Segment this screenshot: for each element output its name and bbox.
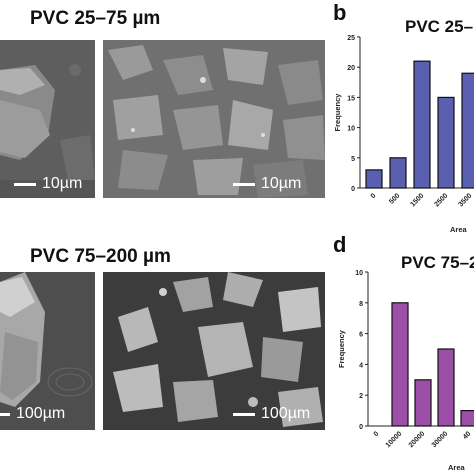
bar-1500	[413, 60, 431, 189]
y-tick-label: 10	[347, 126, 355, 133]
y-tick-label: 4	[359, 362, 363, 369]
y-tick-label: 25	[347, 35, 355, 42]
scale-label: 100µm	[261, 405, 311, 422]
x-tick-label: 10000	[385, 430, 404, 449]
sem-image-top-left: 10µm	[0, 40, 95, 198]
y-tick-label: 0	[359, 424, 363, 431]
x-tick-label: 0	[370, 192, 378, 200]
top-panel-title: PVC 25–75 µm	[30, 8, 161, 29]
x-axis-label: Area	[448, 463, 466, 472]
y-axis-label: Frequency	[337, 329, 346, 368]
x-tick-label: 3500	[457, 192, 473, 208]
y-tick-label: 6	[359, 332, 363, 339]
x-tick-label: 500	[388, 192, 401, 205]
y-tick-label: 0	[351, 186, 355, 193]
scale-bar-bottom-right: 100µm	[233, 405, 310, 423]
x-tick-label: 40	[462, 430, 473, 441]
bar-chart-b: PVC 25– 0 5 10 15 20 25 Frequency 0 500 1500 2500 35…	[333, 17, 474, 234]
panel-letter-b: b	[333, 0, 347, 25]
x-tick-label: 0	[373, 430, 381, 438]
bar-0	[365, 169, 383, 189]
scale-label: 10µm	[42, 175, 83, 192]
sem-image-top-right: 10µm	[103, 40, 325, 198]
sem-texture-bottom-right	[103, 272, 325, 430]
bar-2500	[437, 96, 455, 189]
scale-label: 10µm	[261, 175, 302, 192]
chart-title: PVC 75–2	[401, 253, 474, 272]
bar-500	[389, 157, 407, 189]
scale-line	[233, 412, 255, 416]
y-tick-label: 15	[347, 95, 355, 102]
sem-image-bottom-right: 100µm	[103, 272, 325, 430]
x-tick-label: 30000	[431, 430, 450, 449]
scale-bar-top-left: 10µm	[14, 175, 82, 193]
bar-chart-d: PVC 75–2 0 2 4 6 8 10 Frequency 0 10000 20000 30000…	[337, 253, 474, 472]
bar-30000	[437, 348, 455, 427]
x-tick-label: 20000	[408, 430, 427, 449]
chart-title: PVC 25–	[405, 17, 473, 36]
scale-line	[0, 412, 10, 416]
x-axis-label: Area	[450, 225, 468, 234]
bar-40	[460, 410, 474, 427]
scale-label: 100µm	[16, 405, 66, 422]
y-tick-label: 20	[347, 65, 355, 72]
scale-bar-top-right: 10µm	[233, 175, 301, 193]
bar-10000	[391, 302, 409, 427]
sem-image-bottom-left: 100µm	[0, 272, 95, 430]
bar-20000	[414, 379, 432, 427]
y-axis-label: Frequency	[333, 93, 342, 132]
y-tick-label: 2	[359, 393, 363, 400]
scale-bar-bottom-left: 100µm	[0, 405, 65, 423]
scale-line	[14, 182, 36, 186]
panel-letter-d: d	[333, 232, 347, 257]
y-tick-label: 10	[355, 270, 363, 277]
scale-line	[233, 182, 255, 186]
x-tick-label: 2500	[433, 192, 449, 208]
sem-texture-bottom-left	[0, 272, 95, 430]
bottom-panel-title: PVC 75–200 µm	[30, 246, 171, 267]
y-tick-label: 8	[359, 301, 363, 308]
sem-texture-top-right	[103, 40, 325, 198]
sem-texture-top-left	[0, 40, 95, 198]
bar-3500	[461, 72, 474, 189]
x-tick-label: 1500	[409, 192, 425, 208]
y-tick-label: 5	[351, 156, 355, 163]
